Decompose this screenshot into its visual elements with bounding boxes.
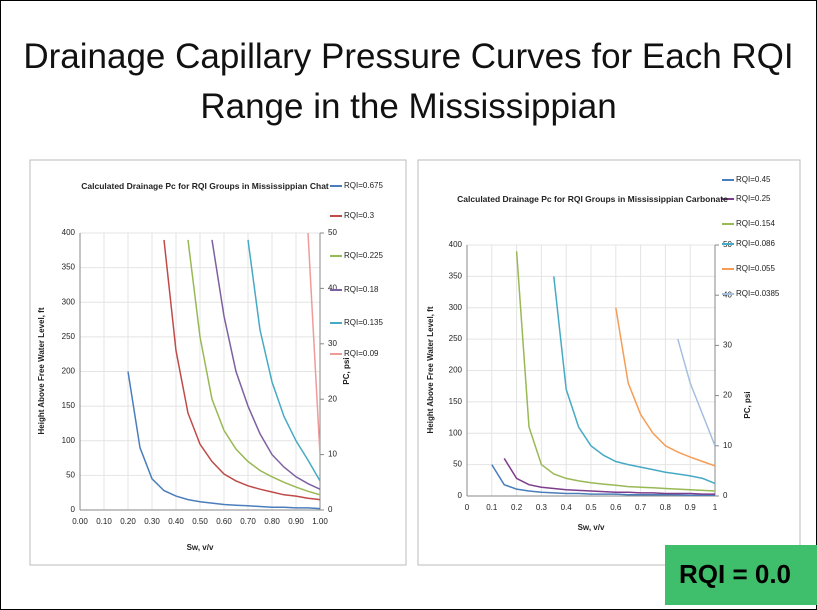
- x-tick-label: 0.2: [511, 503, 523, 512]
- legend-label: RQI=0.3: [344, 211, 375, 220]
- y-tick-label: 200: [62, 367, 76, 376]
- y2-tick-label: 10: [723, 441, 732, 450]
- x-tick-label: 0.50: [192, 517, 208, 526]
- legend-label: RQI=0.675: [344, 181, 383, 190]
- x-tick-label: 0.7: [635, 503, 647, 512]
- series-line: [503, 458, 715, 495]
- y-tick-label: 200: [449, 366, 463, 375]
- x-tick-label: 0.70: [240, 517, 256, 526]
- x-tick-label: 0: [465, 503, 470, 512]
- series-line: [211, 239, 320, 490]
- chart-panel: [417, 159, 801, 566]
- x-tick-label: 0.60: [216, 517, 232, 526]
- x-tick-label: 1.00: [312, 517, 328, 526]
- y-tick-label: 350: [449, 271, 463, 280]
- legend-label: RQI=0.135: [344, 318, 383, 327]
- y-tick-label: 50: [66, 470, 75, 479]
- series-line: [307, 233, 320, 455]
- series-line: [127, 371, 320, 510]
- y2-tick-label: 20: [328, 394, 337, 403]
- y-tick-label: 350: [62, 263, 76, 272]
- x-axis-label: Sw, v/v: [187, 543, 214, 552]
- y-axis-label: Height Above Free Water Level, ft: [37, 307, 46, 434]
- y2-tick-label: 20: [723, 391, 732, 400]
- y-tick-label: 0: [71, 505, 76, 514]
- y2-tick-label: 0: [328, 505, 333, 514]
- y2-tick-label: 10: [328, 450, 337, 459]
- y-tick-label: 100: [62, 436, 76, 445]
- y-tick-label: 50: [453, 460, 462, 469]
- legend-label: RQI=0.09: [344, 349, 379, 358]
- x-tick-label: 0.1: [486, 503, 498, 512]
- y-tick-label: 250: [449, 334, 463, 343]
- y2-tick-label: 30: [328, 339, 337, 348]
- x-tick-label: 0.8: [660, 503, 672, 512]
- series-line: [515, 251, 715, 492]
- series-line: [163, 239, 320, 501]
- x-tick-label: 0.10: [96, 517, 112, 526]
- legend-label: RQI=0.086: [736, 239, 775, 248]
- series-line: [615, 307, 715, 467]
- y-tick-label: 300: [62, 297, 76, 306]
- x-tick-label: 0.4: [561, 503, 573, 512]
- legend-label: RQI=0.055: [736, 264, 775, 273]
- badge-text: RQI = 0.0: [679, 559, 791, 589]
- x-tick-label: 0.5: [585, 503, 597, 512]
- x-tick-label: 0.40: [168, 517, 184, 526]
- legend-label: RQI=0.225: [344, 251, 383, 260]
- y2-axis-label: PC, psi: [342, 357, 351, 384]
- y2-tick-label: 50: [328, 228, 337, 237]
- y2-tick-label: 40: [328, 284, 337, 293]
- x-tick-label: 0.80: [264, 517, 280, 526]
- chart-title: Calculated Drainage Pc for RQI Groups in…: [457, 194, 728, 204]
- x-tick-label: 0.20: [120, 517, 136, 526]
- legend-label: RQI=0.0385: [736, 289, 780, 298]
- y-tick-label: 150: [449, 397, 463, 406]
- y2-tick-label: 0: [723, 491, 728, 500]
- y-tick-label: 400: [62, 228, 76, 237]
- x-tick-label: 0.30: [144, 517, 160, 526]
- series-line: [491, 464, 715, 496]
- chart-panel: [29, 159, 407, 566]
- series-line: [553, 276, 715, 485]
- legend-label: RQI=0.18: [344, 285, 379, 294]
- legend-label: RQI=0.25: [736, 194, 771, 203]
- y2-axis-label: PC, psi: [743, 391, 752, 418]
- x-tick-label: 0.6: [610, 503, 622, 512]
- rqi-badge: RQI = 0.0: [665, 545, 817, 605]
- slide-title: Drainage Capillary Pressure Curves for E…: [23, 37, 794, 126]
- series-line: [187, 239, 320, 496]
- x-tick-label: 0.90: [288, 517, 304, 526]
- series-line: [247, 239, 320, 482]
- legend-label: RQI=0.45: [736, 175, 771, 184]
- x-tick-label: 0.3: [536, 503, 548, 512]
- y2-tick-label: 30: [723, 341, 732, 350]
- y-tick-label: 0: [458, 491, 463, 500]
- y-axis-label: Height Above Free Water Level, ft: [426, 306, 435, 433]
- y-tick-label: 100: [449, 428, 463, 437]
- y-tick-label: 250: [62, 332, 76, 341]
- legend-label: RQI=0.154: [736, 219, 775, 228]
- chart-title: Calculated Drainage Pc for RQI Groups in…: [81, 181, 329, 191]
- x-axis-label: Sw, v/v: [578, 523, 605, 532]
- y-tick-label: 400: [449, 240, 463, 249]
- series-line: [677, 338, 715, 447]
- y-tick-label: 150: [62, 401, 76, 410]
- x-tick-label: 0.9: [685, 503, 697, 512]
- y-tick-label: 300: [449, 303, 463, 312]
- x-tick-label: 0.00: [72, 517, 88, 526]
- x-tick-label: 1: [713, 503, 718, 512]
